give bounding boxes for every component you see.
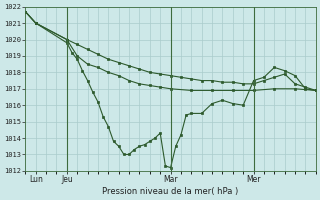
X-axis label: Pression niveau de la mer( hPa ): Pression niveau de la mer( hPa ): [102, 187, 239, 196]
